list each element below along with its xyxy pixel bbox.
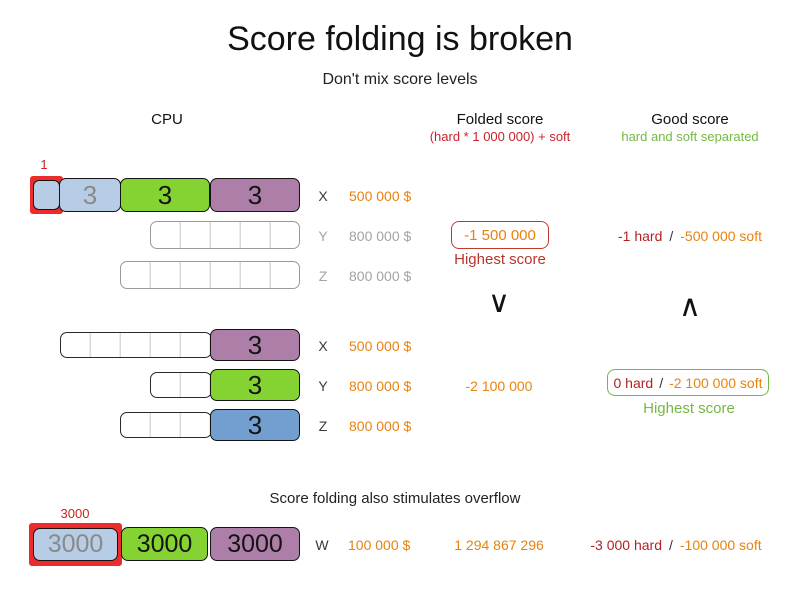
good-score-separator: /	[669, 228, 674, 244]
good-score-line: -1 hard / -500 000 soft	[618, 228, 762, 244]
good-score-hard: 0 hard	[613, 374, 654, 391]
overflow-amount-label: 1	[40, 157, 48, 172]
cpu-row-cost: 800 000 $	[349, 228, 412, 244]
process-block-purple: 3000	[210, 527, 300, 561]
good-score-hard: -1 hard	[618, 228, 663, 244]
good-score-soft: -2 100 000 soft	[669, 374, 763, 391]
column-header-folded-score: Folded score	[456, 111, 544, 128]
folded-score-formula: (hard * 1 000 000) + soft	[429, 129, 571, 144]
good-score-hard: -3 000 hard	[590, 537, 662, 553]
cpu-capacity-bar	[60, 332, 212, 358]
overflow-cell	[33, 180, 60, 210]
folded-score-value: -2 100 000	[465, 378, 533, 394]
cpu-capacity-bar	[120, 261, 300, 289]
cpu-row-label: X	[318, 188, 328, 204]
column-header-good-score: Good score	[651, 111, 729, 128]
process-block-purple: 3	[210, 178, 300, 212]
process-block-blue: 3000	[33, 528, 118, 561]
section1-subtitle: Don't mix score levels	[322, 71, 478, 88]
cpu-row-cost: 800 000 $	[349, 268, 412, 284]
cpu-row-label: W	[315, 537, 329, 553]
process-block-green: 3	[120, 178, 210, 212]
good-highest-score-caption: Highest score	[643, 400, 735, 417]
folded-score-value: -1 500 000	[464, 226, 536, 244]
cpu-row-cost: 500 000 $	[349, 338, 412, 354]
good-comparator-icon: ∧	[679, 290, 701, 323]
good-score-box: 0 hard / -2 100 000 soft	[607, 369, 769, 396]
column-header-cpu: CPU	[151, 111, 183, 128]
cpu-row-label: Z	[318, 418, 328, 434]
overflow-amount-label: 3000	[60, 506, 90, 521]
main-title: Score folding is broken	[227, 20, 573, 58]
cpu-row-cost: 500 000 $	[349, 188, 412, 204]
cpu-row-cost: 800 000 $	[349, 418, 412, 434]
good-score-soft: -100 000 soft	[679, 537, 762, 553]
folded-highest-score-caption: Highest score	[454, 251, 546, 268]
cpu-row-label: Y	[318, 378, 328, 394]
cpu-capacity-bar	[150, 372, 212, 398]
process-block-green: 3000	[121, 527, 208, 561]
good-score-soft: -500 000 soft	[680, 228, 762, 244]
folded-score-box: -1 500 000	[451, 221, 549, 249]
process-block-blue: 3	[59, 178, 121, 212]
cpu-row-label: Z	[318, 268, 328, 284]
section2-subtitle: Score folding also stimulates overflow	[269, 490, 521, 507]
good-score-separator: /	[668, 537, 673, 553]
folded-score-value: 1 294 867 296	[454, 537, 544, 553]
cpu-row-label: X	[318, 338, 328, 354]
good-score-line: -3 000 hard / -100 000 soft	[590, 537, 761, 553]
cpu-capacity-bar	[150, 221, 300, 249]
folded-comparator-icon: ∨	[488, 286, 510, 319]
good-score-separator: /	[659, 374, 664, 391]
process-block-purple: 3	[210, 329, 300, 361]
good-score-formula: hard and soft separated	[621, 129, 759, 144]
process-block-blue: 3	[210, 409, 300, 441]
cpu-row-cost: 100 000 $	[348, 537, 411, 553]
process-block-green: 3	[210, 369, 300, 401]
cpu-row-cost: 800 000 $	[349, 378, 412, 394]
cpu-capacity-bar	[120, 412, 212, 438]
cpu-row-label: Y	[318, 228, 328, 244]
